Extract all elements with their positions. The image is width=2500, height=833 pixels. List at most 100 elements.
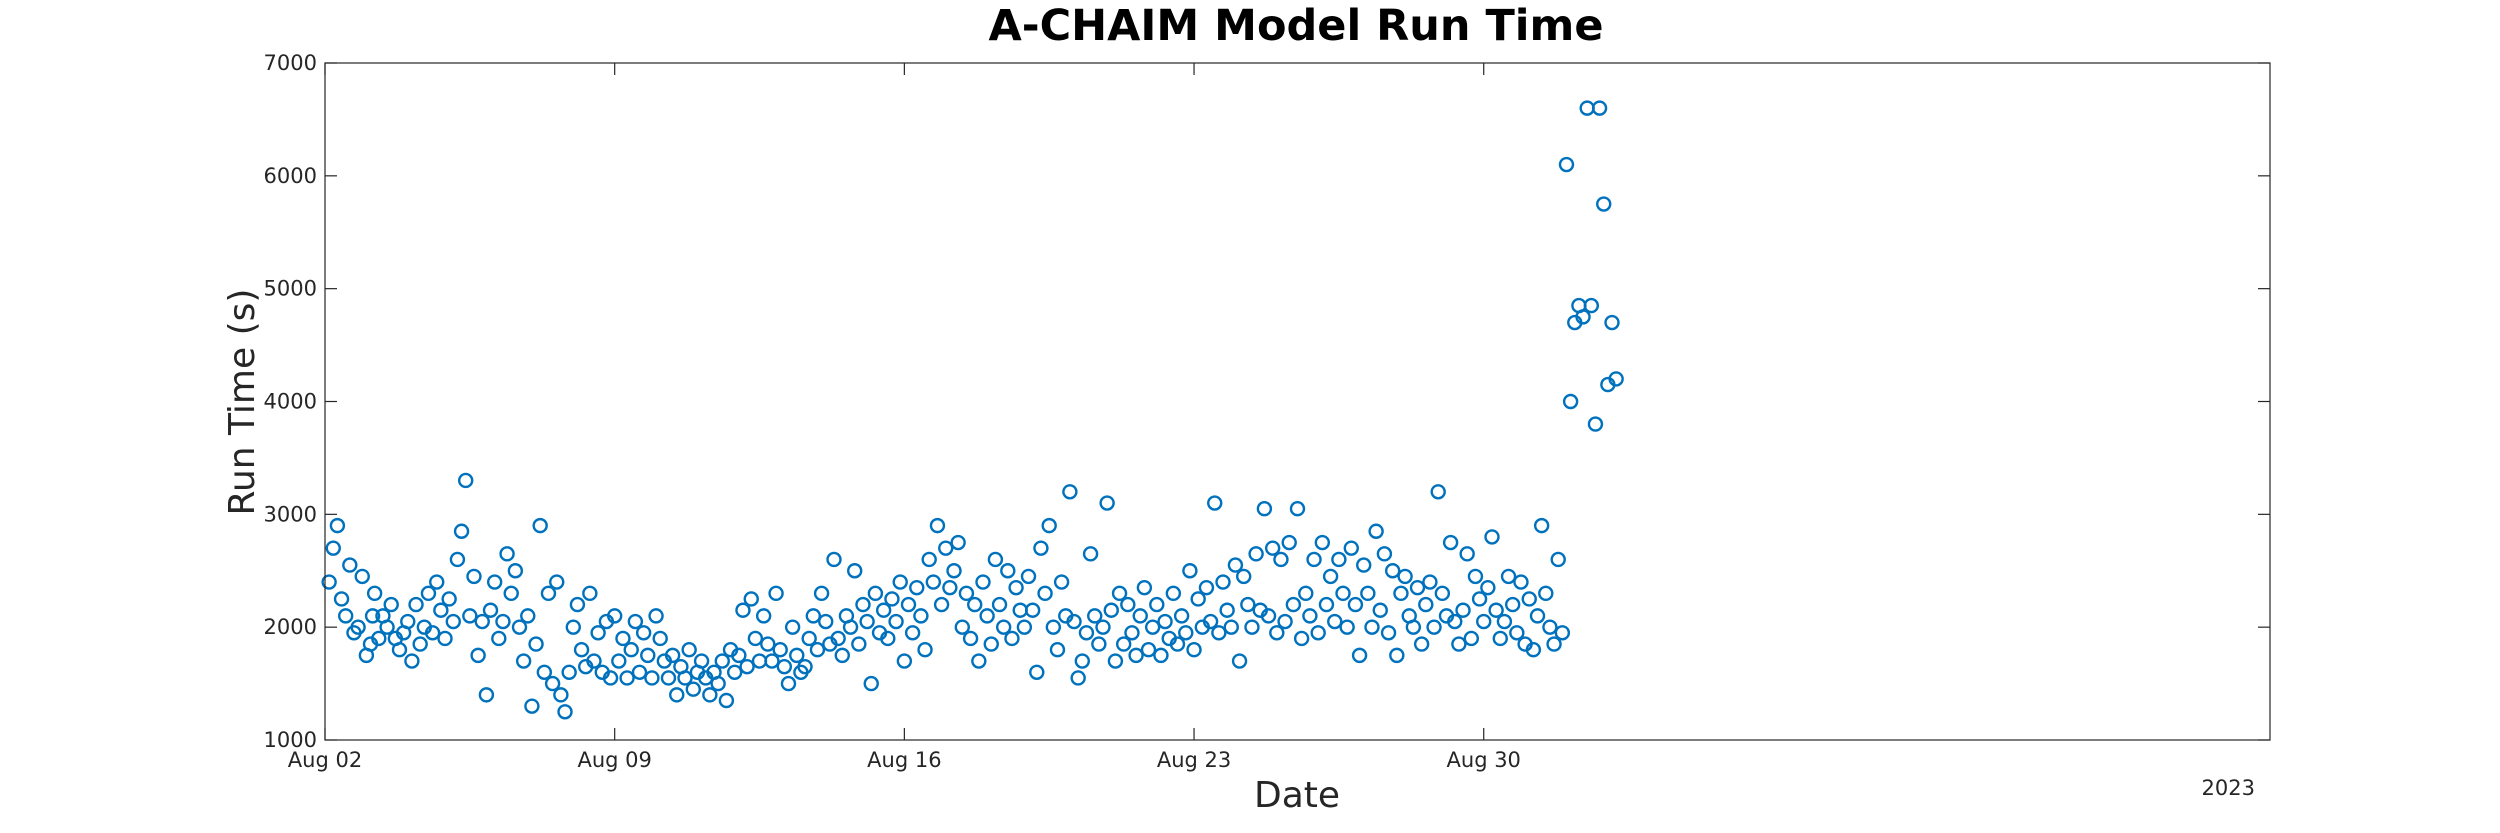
data-point bbox=[1037, 585, 1053, 602]
data-point bbox=[1115, 636, 1132, 652]
data-point bbox=[813, 585, 830, 602]
data-point bbox=[449, 551, 466, 568]
data-point bbox=[1447, 613, 1463, 630]
data-point bbox=[1467, 568, 1484, 585]
data-point bbox=[1004, 630, 1020, 647]
data-point bbox=[1587, 416, 1604, 432]
data-point bbox=[511, 619, 528, 635]
data-point bbox=[412, 636, 428, 652]
data-point bbox=[801, 630, 817, 647]
data-point bbox=[751, 653, 768, 669]
data-point bbox=[569, 596, 586, 613]
data-point bbox=[321, 574, 337, 590]
data-point bbox=[1099, 495, 1115, 511]
data-point bbox=[731, 647, 747, 664]
data-point bbox=[615, 630, 631, 647]
data-point bbox=[470, 647, 486, 664]
data-point bbox=[1376, 546, 1393, 562]
data-point bbox=[1029, 664, 1045, 680]
data-point bbox=[1293, 630, 1310, 647]
data-point bbox=[1132, 608, 1148, 624]
data-point bbox=[1024, 602, 1041, 618]
data-point bbox=[1459, 546, 1475, 562]
data-point bbox=[1082, 546, 1099, 562]
data-point bbox=[1554, 625, 1571, 641]
data-point bbox=[1256, 500, 1273, 517]
data-point bbox=[1264, 540, 1281, 556]
data-point bbox=[1231, 653, 1248, 669]
data-point bbox=[1430, 484, 1446, 500]
data-point bbox=[693, 653, 710, 669]
data-point bbox=[482, 602, 499, 618]
data-point bbox=[1397, 568, 1413, 585]
data-point bbox=[875, 602, 892, 618]
data-point bbox=[685, 681, 702, 697]
data-point bbox=[1442, 534, 1459, 551]
data-point bbox=[495, 613, 511, 630]
data-point bbox=[648, 608, 664, 624]
data-point bbox=[896, 653, 913, 669]
data-point bbox=[623, 642, 639, 658]
data-point bbox=[1471, 591, 1488, 607]
data-point bbox=[1521, 591, 1537, 607]
data-point bbox=[1066, 613, 1082, 630]
data-point bbox=[938, 540, 954, 556]
data-point bbox=[669, 687, 685, 703]
data-point bbox=[1269, 625, 1285, 641]
data-point bbox=[1591, 100, 1608, 116]
data-point bbox=[1000, 563, 1016, 579]
data-point bbox=[391, 642, 408, 658]
data-point bbox=[1356, 557, 1372, 573]
data-point bbox=[1202, 613, 1219, 630]
data-point bbox=[1087, 608, 1103, 624]
data-point bbox=[532, 517, 548, 534]
data-point bbox=[565, 619, 581, 635]
data-point bbox=[710, 675, 726, 692]
data-point bbox=[1579, 100, 1595, 116]
data-point bbox=[971, 653, 987, 669]
data-point bbox=[1575, 309, 1591, 325]
data-point bbox=[904, 625, 921, 641]
data-point bbox=[1405, 619, 1422, 635]
data-point bbox=[1542, 619, 1558, 635]
data-point bbox=[1140, 642, 1157, 658]
data-point bbox=[354, 568, 370, 585]
data-point bbox=[1480, 579, 1496, 596]
data-point bbox=[652, 630, 668, 647]
data-point bbox=[433, 602, 449, 618]
data-point bbox=[582, 585, 598, 602]
data-point bbox=[1008, 579, 1024, 596]
data-point bbox=[842, 619, 859, 635]
data-point bbox=[1070, 670, 1086, 686]
data-point bbox=[553, 687, 569, 703]
data-point bbox=[784, 619, 801, 635]
data-point bbox=[1533, 517, 1550, 534]
data-point bbox=[1558, 156, 1575, 173]
plot-frame bbox=[324, 62, 2271, 741]
data-point bbox=[1285, 596, 1302, 613]
data-point bbox=[1463, 630, 1480, 647]
data-point bbox=[1260, 608, 1277, 624]
x-axis-label: Date bbox=[1254, 775, 1340, 816]
data-point bbox=[933, 596, 950, 613]
data-point bbox=[1384, 563, 1401, 579]
data-point bbox=[520, 608, 536, 624]
data-point bbox=[1331, 551, 1347, 568]
data-point bbox=[1455, 602, 1471, 618]
data-point bbox=[789, 647, 805, 664]
data-point bbox=[925, 574, 942, 590]
data-point bbox=[325, 540, 341, 556]
data-point bbox=[1244, 619, 1260, 635]
data-point bbox=[826, 551, 842, 568]
data-point bbox=[644, 670, 660, 686]
data-point bbox=[1343, 540, 1359, 556]
data-point bbox=[900, 596, 917, 613]
data-point bbox=[429, 574, 445, 590]
data-point bbox=[1178, 625, 1194, 641]
data-point bbox=[1525, 642, 1542, 658]
data-point bbox=[329, 517, 346, 534]
data-point bbox=[1149, 596, 1165, 613]
data-point bbox=[776, 658, 793, 675]
data-point bbox=[884, 591, 900, 607]
data-point bbox=[1418, 596, 1434, 613]
